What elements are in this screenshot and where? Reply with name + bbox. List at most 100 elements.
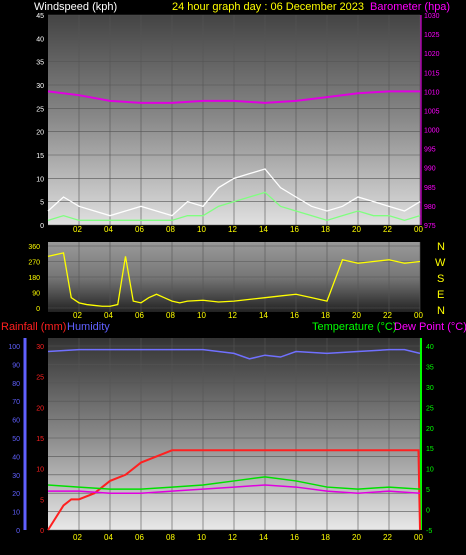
humidity-tick-label: 60 <box>12 418 20 425</box>
baro-tick-label: 990 <box>424 166 436 173</box>
baro-tick-label: 985 <box>424 185 436 192</box>
x-tick-label: 10 <box>197 533 206 542</box>
x-tick-label: 12 <box>228 225 237 234</box>
wind-tick-label: 15 <box>36 153 44 160</box>
baro-tick-label: 1005 <box>424 108 440 115</box>
x-tick-label: 06 <box>135 225 144 234</box>
x-tick-label: 12 <box>228 533 237 542</box>
temp-tick-label: 25 <box>426 405 434 412</box>
wind-tick-label: 40 <box>36 36 44 43</box>
direction-tick-label: 180 <box>28 275 40 282</box>
temperature-label: Temperature (°C) <box>312 321 396 333</box>
series-dew-point-c- <box>48 484 421 494</box>
temp-tick-label: 5 <box>426 487 430 494</box>
x-tick-label: 02 <box>73 311 82 320</box>
direction-tick-label: 0 <box>36 306 40 313</box>
humidity-tick-label: 50 <box>12 436 20 443</box>
wind-tick-label: 20 <box>36 130 44 137</box>
temp-tick-label: 40 <box>426 344 434 351</box>
temp-tick-label: 15 <box>426 446 434 453</box>
x-tick-label: 18 <box>321 311 330 320</box>
x-tick-label: 14 <box>259 225 268 234</box>
x-tick-label: 04 <box>104 533 113 542</box>
series-wind-average <box>47 191 421 222</box>
rain-tick-label: 15 <box>36 436 44 443</box>
wind-tick-label: 30 <box>36 83 44 90</box>
baro-tick-label: 995 <box>424 147 436 154</box>
baro-tick-label: 1025 <box>424 32 440 39</box>
x-tick-label: 08 <box>166 225 175 234</box>
barometer-label: Barometer (hpa) <box>370 1 450 13</box>
wind-tick-label: 25 <box>36 106 44 113</box>
rainfall-label: Rainfall (mm) <box>1 321 66 333</box>
x-tick-label: 00 <box>414 225 423 234</box>
series-barometer-hpa- <box>47 90 420 104</box>
x-tick-label: 20 <box>352 225 361 234</box>
x-tick-label: 14 <box>259 311 268 320</box>
wind-tick-label: 5 <box>40 200 44 207</box>
x-tick-label: 20 <box>352 311 361 320</box>
direction-tick-label: 360 <box>28 244 40 251</box>
humidity-tick-label: 30 <box>12 473 20 480</box>
baro-tick-label: 975 <box>424 223 436 230</box>
x-tick-label: 16 <box>290 533 299 542</box>
humidity-label: Humidity <box>67 321 110 333</box>
grid-lines <box>48 14 421 531</box>
baro-tick-label: 1015 <box>424 70 440 77</box>
axis-labels: 0202020404040606060808081010101212121414… <box>8 13 439 542</box>
rain-tick-label: 20 <box>36 405 44 412</box>
wind-tick-label: 0 <box>40 223 44 230</box>
compass-s: S <box>437 273 444 285</box>
wind-tick-label: 45 <box>36 13 44 20</box>
x-tick-label: 22 <box>383 225 392 234</box>
temp-tick-label: 20 <box>426 426 434 433</box>
compass-n-bottom: N <box>437 305 445 317</box>
rain-tick-label: 10 <box>36 467 44 474</box>
x-tick-label: 18 <box>321 533 330 542</box>
baro-tick-label: 1000 <box>424 128 440 135</box>
rain-tick-label: 25 <box>36 375 44 382</box>
x-tick-label: 22 <box>383 533 392 542</box>
x-tick-label: 12 <box>228 311 237 320</box>
temp-tick-label: 10 <box>426 467 434 474</box>
x-tick-label: 20 <box>352 533 361 542</box>
x-tick-label: 06 <box>135 533 144 542</box>
temp-tick-label: -5 <box>426 528 432 535</box>
baro-tick-label: 1010 <box>424 89 440 96</box>
x-tick-label: 08 <box>166 533 175 542</box>
temp-tick-label: 0 <box>426 508 430 515</box>
humidity-tick-label: 90 <box>12 362 20 369</box>
direction-tick-label: 90 <box>32 291 40 298</box>
rain-tick-label: 5 <box>40 497 44 504</box>
series-humidity <box>47 348 421 360</box>
humidity-tick-label: 70 <box>12 399 20 406</box>
wind-tick-label: 35 <box>36 60 44 67</box>
wind-tick-label: 10 <box>36 176 44 183</box>
chart-title: 24 hour graph day : 06 December 2023 <box>172 1 364 13</box>
humidity-tick-label: 40 <box>12 454 20 461</box>
baro-tick-label: 1020 <box>424 51 440 58</box>
humidity-tick-label: 80 <box>12 381 20 388</box>
humidity-tick-label: 100 <box>8 344 20 351</box>
humidity-tick-label: 20 <box>12 491 20 498</box>
x-tick-label: 14 <box>259 533 268 542</box>
x-tick-label: 04 <box>104 311 113 320</box>
series-temperature-c- <box>47 476 421 490</box>
baro-tick-label: 1030 <box>424 13 440 20</box>
series-rainfall-mm- <box>47 449 421 531</box>
x-tick-label: 18 <box>321 225 330 234</box>
x-tick-label: 16 <box>290 311 299 320</box>
x-tick-label: 04 <box>104 225 113 234</box>
temp-tick-label: 30 <box>426 385 434 392</box>
compass-w: W <box>435 257 446 269</box>
windspeed-label: Windspeed (kph) <box>34 1 117 13</box>
humidity-tick-label: 0 <box>16 528 20 535</box>
x-tick-label: 16 <box>290 225 299 234</box>
dewpoint-label: Dew Point (°C) <box>394 321 466 333</box>
rain-tick-label: 0 <box>40 528 44 535</box>
baro-tick-label: 980 <box>424 204 436 211</box>
x-tick-label: 00 <box>414 311 423 320</box>
temp-tick-label: 35 <box>426 364 434 371</box>
series-windspeed-kph- <box>47 168 421 217</box>
